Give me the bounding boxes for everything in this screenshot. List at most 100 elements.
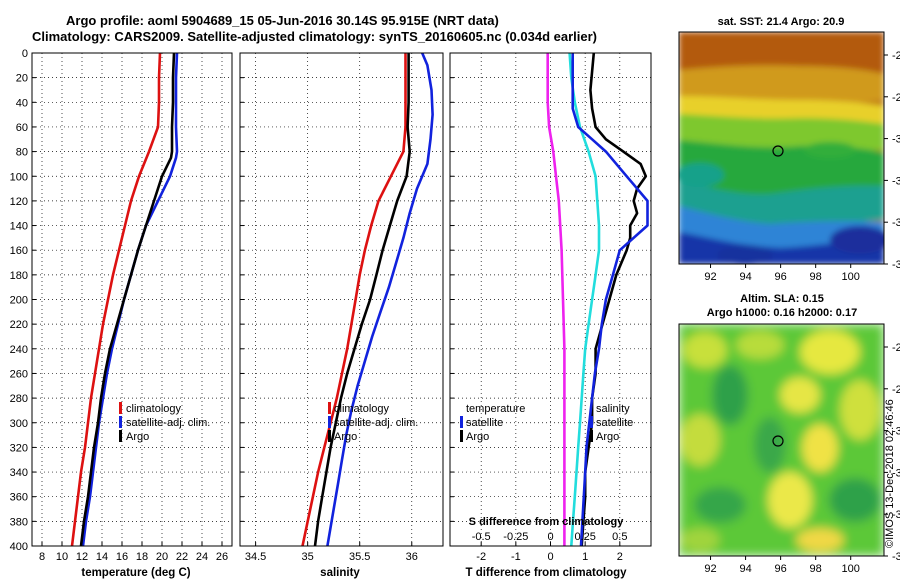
legend-satellite-adj: satellite-adj. clim. [126,417,210,429]
s-diff-tick-label: 0.5 [612,531,627,543]
map-lon-label: 94 [739,271,751,283]
depth-tick-label: 320 [10,442,28,454]
legend-argo-s: Argo [334,431,357,443]
depth-tick-label: 360 [10,492,28,504]
series-argo [79,53,176,546]
s-diff-tick-label: -0.25 [503,531,528,543]
series-satellite-adj-clim- [326,53,434,546]
depth-tick-label: 120 [10,196,28,208]
map-lat-label: -36 [892,259,900,271]
series-satellite-adj-clim- [81,53,179,546]
map-lat-label: -34 [892,509,900,521]
legend-t-satellite: satellite [466,417,503,429]
series-climatology [70,53,162,546]
map-lat-label: -34 [892,217,900,229]
map-lon-label: 98 [810,563,822,575]
imos-footer: ©IMOS 13-Dec-2018 02:46:46 [884,399,896,548]
plot-title-line1: Argo profile: aoml 5904689_15 05-Jun-201… [66,13,499,28]
s-diff-tick-label: 0 [547,531,553,543]
map-lon-label: 96 [774,563,786,575]
s-difference-axis-label: S difference from climatology [469,516,625,528]
x-tick-label: 14 [96,551,108,563]
s-diff-tick-label: 0.25 [574,531,595,543]
legend-satellite-adj-s: satellite-adj. clim. [334,417,418,429]
map-lon-label: 98 [810,271,822,283]
x-tick-label: 22 [176,551,188,563]
x-tick-label: 34.5 [245,551,266,563]
depth-tick-label: 300 [10,418,28,430]
depth-tick-label: 380 [10,516,28,528]
x-tick-label: 10 [56,551,68,563]
depth-tick-label: 260 [10,368,28,380]
legend-t-argo: Argo [466,431,489,443]
depth-tick-label: 160 [10,245,28,257]
s-diff-tick-label: -0.5 [472,531,491,543]
x-tick-label: 24 [196,551,208,563]
sst-map-title: sat. SST: 21.4 Argo: 20.9 [718,16,845,28]
map-lon-label: 92 [704,271,716,283]
legend-climatology-s: climatology [334,403,390,415]
map-lat-label: -26 [892,50,900,62]
legend-temperature-header: temperature [466,403,525,415]
depth-tick-label: 80 [16,147,28,159]
x-tick-label: 12 [76,551,88,563]
map-lon-label: 100 [842,563,860,575]
sla-map: 92 94 96 98 100 -26 -28 -30 -32 -34 -36 [678,323,900,575]
legend-s-satellite: satellite [596,417,633,429]
map-lat-label: -32 [892,467,900,479]
legend-climatology: climatology [126,403,182,415]
argo-position-marker-sst [772,145,784,157]
x-tick-label: -1 [511,551,521,563]
x-tick-label: 1 [582,551,588,563]
x-tick-label: 26 [216,551,228,563]
series-climatology [301,53,407,546]
salinity-legend: climatology satellite-adj. clim. Argo [328,402,418,443]
map-lat-label: -36 [892,551,900,563]
sst-map: 92 94 96 98 100 -26 -28 -30 -32 -34 -36 [678,31,900,283]
difference-legend-salinity: salinity satellite Argo [590,403,633,443]
depth-tick-label: 280 [10,393,28,405]
x-tick-label: 2 [617,551,623,563]
x-tick-label: 35 [302,551,314,563]
map-lat-label: -28 [892,92,900,104]
map-lon-label: 100 [842,271,860,283]
depth-tick-label: 140 [10,221,28,233]
x-tick-label: 36 [406,551,418,563]
map-lon-label: 96 [774,271,786,283]
series-s-satellite-clim [546,53,566,546]
x-tick-label: 8 [39,551,45,563]
series-t-argo-clim [580,53,648,546]
map-lat-label: -30 [892,134,900,146]
series-argo [313,53,412,546]
map-lat-label: -26 [892,342,900,354]
depth-tick-label: 220 [10,319,28,331]
depth-tick-label: 180 [10,270,28,282]
map-lat-label: -28 [892,384,900,396]
x-tick-label: -2 [476,551,486,563]
depth-tick-label: 20 [16,73,28,85]
map-lat-label: -32 [892,175,900,187]
plot-title-line2: Climatology: CARS2009. Satellite-adjuste… [32,29,597,44]
temperature-panel: 8 10 12 14 16 18 20 22 24 26 0 20 40 60 80 100 120 140 16… [10,48,233,579]
sla-map-title2: Argo h1000: 0.16 h2000: 0.17 [707,307,857,319]
depth-tick-label: 100 [10,171,28,183]
salinity-panel: 34.5 35 35.5 36 salinity climatology satell… [239,52,444,579]
x-tick-label: 18 [136,551,148,563]
depth-tick-label: 200 [10,295,28,307]
x-tick-label: 16 [116,551,128,563]
depth-tick-label: 240 [10,344,28,356]
argo-position-marker-sla [772,435,784,447]
temperature-axis-label: temperature (deg C) [81,567,190,579]
sla-map-title1: Altim. SLA: 0.15 [740,293,824,305]
legend-s-argo: Argo [596,431,619,443]
x-tick-label: 0 [547,551,553,563]
depth-tick-label: 400 [10,541,28,553]
depth-tick-label: 0 [22,48,28,60]
series-t-satellite-clim [568,53,601,546]
depth-tick-label: 40 [16,97,28,109]
difference-panel: -2 -1 0 1 2 -0.5 -0.25 0 0.25 0.5 T difference f… [449,52,652,579]
x-tick-label: 20 [156,551,168,563]
depth-tick-label: 60 [16,122,28,134]
salinity-axis-label: salinity [320,567,360,579]
difference-legend-temperature: temperature satellite Argo [460,403,525,443]
